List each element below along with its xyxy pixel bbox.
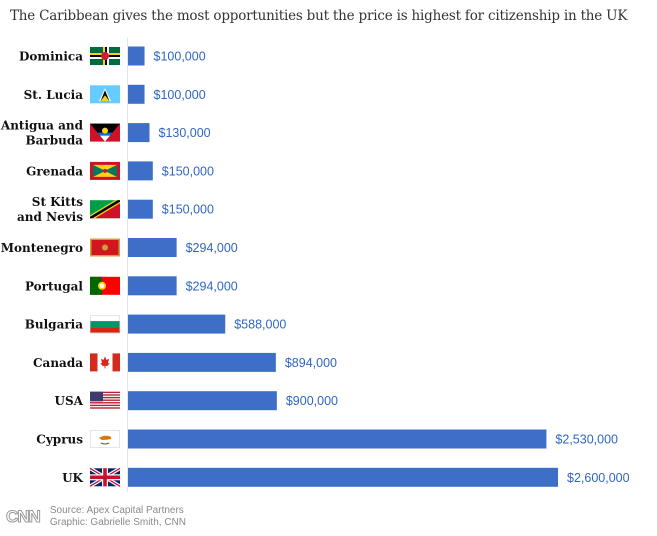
category-label: Bulgaria — [25, 318, 83, 332]
value-label: $294,000 — [186, 241, 238, 255]
value-label: $900,000 — [286, 394, 338, 408]
category-label: Montenegro — [1, 241, 83, 255]
value-label: $150,000 — [162, 203, 214, 217]
value-label: $2,530,000 — [555, 433, 618, 447]
bar — [128, 352, 276, 372]
dominica-flag-icon — [90, 47, 120, 65]
bar — [128, 238, 177, 257]
chart-subtitle: The Caribbean gives the most opportuniti… — [10, 8, 628, 24]
category-label: USA — [55, 394, 84, 408]
usa-flag-icon — [90, 391, 120, 410]
cnn-logo: CNN — [6, 507, 42, 527]
bar — [128, 429, 547, 449]
value-label: $100,000 — [154, 88, 206, 102]
graphic-credit: Graphic: Gabrielle Smith, CNN — [49, 517, 186, 528]
category-label: Canada — [33, 356, 83, 370]
value-label: $894,000 — [285, 356, 337, 370]
footer: CNN Source: Apex Capital Partners Graphi… — [6, 505, 186, 529]
bar — [128, 84, 145, 104]
value-label: $100,000 — [154, 50, 206, 64]
bar — [128, 199, 153, 219]
bar — [128, 46, 145, 66]
antigua-barbuda-flag-icon — [90, 123, 120, 142]
category-label: Portugal — [25, 279, 83, 293]
source-credit: Source: Apex Capital Partners — [49, 505, 184, 516]
category-label: St Kitts and Nevis — [17, 195, 83, 224]
category-label: Dominica — [19, 50, 83, 64]
canada-flag-icon — [90, 353, 120, 372]
category-label: Grenada — [26, 164, 83, 178]
cyprus-flag-icon — [90, 430, 120, 448]
value-label: $130,000 — [159, 126, 211, 140]
category-label: Cyprus — [36, 433, 83, 447]
category-label: UK — [62, 471, 83, 485]
category-label: Antigua and Barbuda — [0, 119, 84, 148]
uk-flag-icon — [89, 466, 121, 488]
bar — [128, 161, 153, 181]
st-lucia-flag-icon — [90, 85, 120, 104]
montenegro-flag-icon — [90, 238, 120, 257]
bar — [128, 467, 558, 487]
bar — [128, 391, 277, 411]
value-label: $2,600,000 — [567, 471, 630, 485]
value-label: $294,000 — [186, 279, 238, 293]
value-label: $588,000 — [234, 318, 286, 332]
bar — [128, 276, 177, 296]
category-label: St. Lucia — [24, 88, 84, 102]
st-kitts-nevis-flag-icon — [90, 200, 120, 219]
bar — [128, 314, 226, 334]
bulgaria-flag-icon — [90, 315, 120, 334]
grenada-flag-icon — [90, 161, 120, 180]
bar — [128, 123, 150, 143]
portugal-flag-icon — [90, 276, 120, 295]
value-label: $150,000 — [162, 164, 214, 178]
